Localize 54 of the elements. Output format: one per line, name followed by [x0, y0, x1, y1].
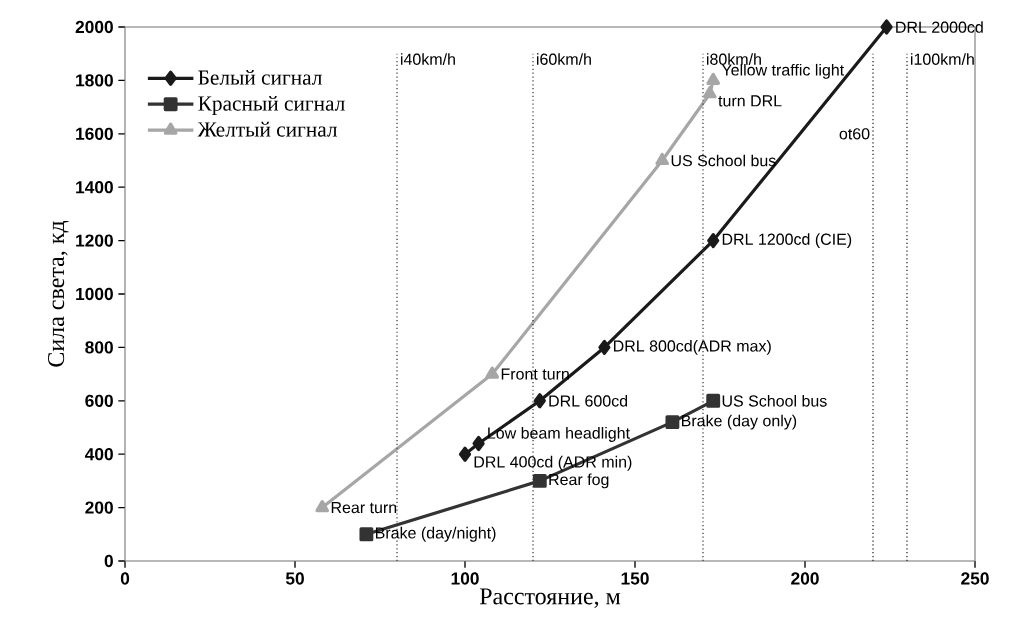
ref-line-label: i100km/h [911, 53, 974, 65]
y-tick-label: 1200 [76, 234, 113, 247]
y-tick-label: 800 [85, 341, 113, 354]
x-tick-label: 0 [120, 572, 130, 585]
ref-line-label: ot60 [839, 128, 870, 140]
y-tick-label: 400 [84, 448, 113, 461]
x-axis-title: Расстояние, м [479, 588, 621, 608]
annotation: DRL 1200cd (CIE) [722, 233, 852, 249]
annotation: DRL 800cd(ADR max) [613, 339, 771, 355]
y-tick-label: 200 [85, 501, 113, 514]
legend-label: Красный сигнал [198, 95, 345, 116]
legend-label: Желтый сигнал [197, 121, 338, 137]
x-tick-label: 200 [791, 572, 819, 585]
annotation: Brake (day/night) [375, 526, 496, 542]
point [472, 435, 485, 452]
point [598, 339, 611, 355]
point [359, 527, 374, 542]
ref-line-label: i60km/h [537, 53, 591, 65]
point [707, 232, 720, 249]
y-tick-label: 1400 [76, 181, 113, 194]
y-tick-label: 1800 [76, 74, 113, 87]
point [458, 446, 472, 462]
annotation: Brake (day only) [681, 414, 797, 430]
x-tick-label: 250 [961, 572, 989, 585]
y-tick-label: 0 [104, 554, 113, 568]
annotation: Front turn [501, 368, 569, 380]
legend-label: Белый сигнал [198, 69, 322, 85]
x-tick-label: 100 [451, 572, 479, 585]
y-tick-label: 1600 [76, 127, 113, 140]
point [655, 152, 669, 166]
point [533, 393, 546, 409]
point [532, 473, 547, 488]
annotation: US School bus [671, 154, 776, 167]
y-tick-label: 1000 [76, 287, 113, 301]
point [706, 72, 720, 85]
y-tick-label: 2000 [75, 20, 113, 34]
x-tick-label: 150 [621, 572, 649, 585]
point [706, 393, 721, 408]
annotation: Rear turn [331, 502, 397, 514]
ref-line-label: i40km/h [401, 53, 455, 65]
point [880, 19, 893, 35]
annotation: DRL 600cd [549, 394, 628, 407]
annotation: US School bus [722, 394, 827, 407]
y-tick-label: 600 [85, 394, 113, 407]
point [315, 500, 329, 513]
annotation: DRL 2000cd [896, 21, 983, 33]
point [665, 415, 680, 430]
annotation: Rear fog [549, 473, 609, 489]
y-axis-title: Сила света, кд [48, 220, 69, 367]
ref-line-label: i80km/h [707, 53, 761, 65]
x-tick-label: 50 [285, 572, 304, 585]
annotation: turn DRL [718, 95, 782, 107]
point [703, 86, 717, 99]
point [485, 366, 499, 379]
